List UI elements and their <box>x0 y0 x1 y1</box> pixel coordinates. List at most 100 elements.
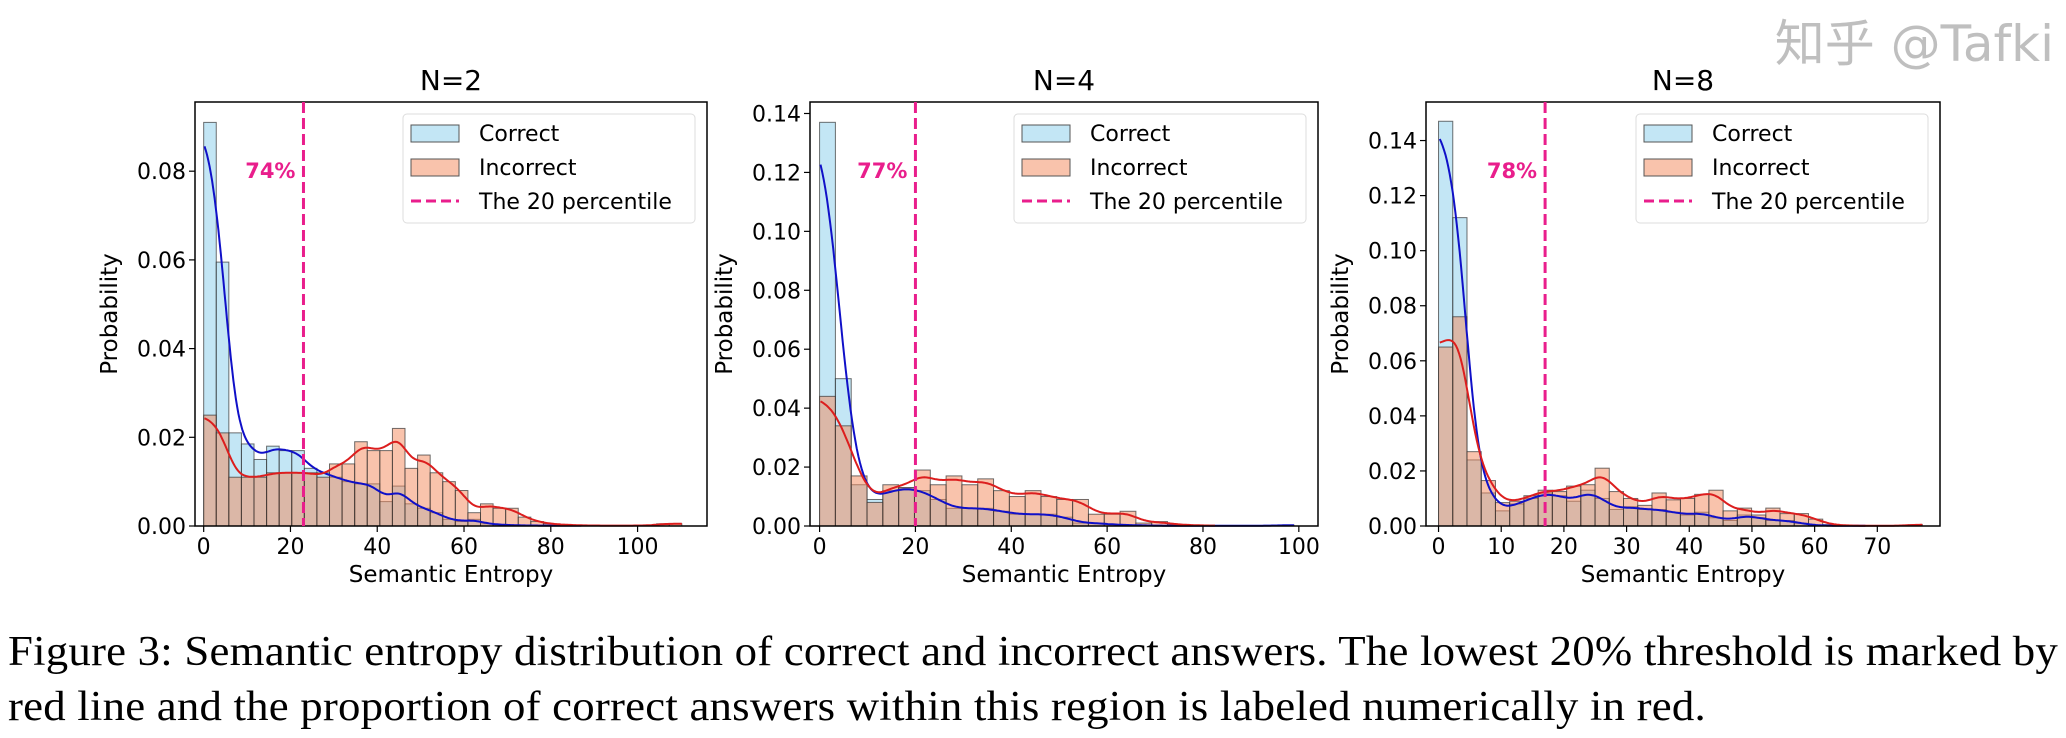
x-tick-label: 0 <box>813 535 827 560</box>
x-tick-label: 70 <box>1863 535 1891 560</box>
x-tick-label: 20 <box>276 535 304 560</box>
x-axis-label: Semantic Entropy <box>1581 562 1786 588</box>
x-tick-label: 100 <box>1278 535 1320 560</box>
bar-incorrect <box>977 478 995 527</box>
legend-swatch-correct <box>410 124 460 143</box>
bar-incorrect <box>1694 493 1710 527</box>
x-axis-label: Semantic Entropy <box>349 562 554 588</box>
bar-incorrect <box>228 476 242 527</box>
bar-incorrect <box>253 476 268 527</box>
bar-incorrect <box>945 475 963 527</box>
bar-incorrect <box>929 484 947 527</box>
percentile-label: 77% <box>857 159 907 183</box>
y-axis-label: Probability <box>97 253 123 375</box>
bar-incorrect <box>1056 498 1074 527</box>
x-tick-label: 40 <box>1675 535 1703 560</box>
legend-label-percentile: The 20 percentile <box>478 190 672 215</box>
bar-incorrect <box>1679 497 1696 527</box>
legend: Correct Incorrect The 20 percentile <box>402 113 696 224</box>
legend-swatch-correct <box>1643 124 1693 143</box>
chart-n2: 74% 0 20 40 60 80 100 0.00 0.02 0.04 0.06 0.08 Seman… <box>97 64 708 588</box>
y-tick-label: 0.12 <box>752 161 801 186</box>
bar-incorrect <box>1452 316 1468 527</box>
y-tick-label: 0.06 <box>752 338 801 363</box>
axes-frame <box>1425 101 1941 527</box>
bar-incorrect <box>429 472 444 527</box>
legend-label-percentile: The 20 percentile <box>1711 190 1905 215</box>
percentile-label: 74% <box>245 159 295 183</box>
x-tick-label: 60 <box>1093 535 1121 560</box>
kde-line-incorrect <box>820 400 1215 527</box>
legend: Correct Incorrect The 20 percentile <box>1635 113 1929 224</box>
bar-incorrect <box>303 472 318 527</box>
bar-incorrect <box>341 463 356 527</box>
bar-incorrect <box>329 463 343 527</box>
y-tick-label: 0.04 <box>752 397 801 422</box>
legend-box <box>402 113 696 224</box>
legend-box <box>1635 113 1929 224</box>
chart-n4: 77% 0 20 40 60 80 100 0.00 0.02 0.04 0.06 0.08 0.10 0… <box>712 64 1320 588</box>
chart-title: N=2 <box>420 64 482 97</box>
bar-incorrect <box>866 501 884 527</box>
x-tick-label: 80 <box>1189 535 1217 560</box>
y-tick-label: 0.00 <box>1368 515 1417 540</box>
caption-line-1: Figure 3: Semantic entropy distribution … <box>8 629 2058 675</box>
legend-swatch-incorrect <box>1021 158 1071 177</box>
bar-incorrect <box>1608 491 1625 527</box>
legend-swatch-incorrect <box>1643 158 1693 177</box>
y-axis-label: Probability <box>1328 253 1354 375</box>
axes-frame <box>809 101 1319 527</box>
x-tick-label: 20 <box>1550 535 1578 560</box>
bar-incorrect <box>316 476 331 527</box>
y-tick-label: 0.14 <box>1368 130 1417 155</box>
legend-label-percentile: The 20 percentile <box>1089 190 1283 215</box>
bar-incorrect <box>993 490 1010 527</box>
y-tick-label: 0.04 <box>1368 405 1417 430</box>
bar-incorrect <box>1566 485 1582 527</box>
y-tick-label: 0.10 <box>1368 240 1417 265</box>
legend-label-correct: Correct <box>479 122 560 147</box>
bar-incorrect <box>215 432 230 527</box>
y-tick-label: 0.02 <box>1368 460 1417 485</box>
x-tick-label: 60 <box>1801 535 1829 560</box>
caption-line-2: red line and the proportion of correct a… <box>8 684 1706 730</box>
x-tick-label: 0 <box>197 535 211 560</box>
kde-line-correct <box>1438 138 1866 527</box>
bar-incorrect <box>266 472 280 527</box>
x-tick-label: 80 <box>537 535 565 560</box>
y-tick-label: 0.12 <box>1368 185 1417 210</box>
bar-incorrect <box>1466 451 1482 527</box>
kde-line-incorrect <box>1439 339 1923 527</box>
y-tick-label: 0.06 <box>137 249 186 274</box>
x-tick-label: 10 <box>1487 535 1515 560</box>
bar-incorrect <box>1040 496 1058 527</box>
legend-label-correct: Correct <box>1090 122 1171 147</box>
y-tick-label: 0.08 <box>752 279 801 304</box>
bar-incorrect <box>1580 484 1596 527</box>
bar-incorrect <box>898 487 915 527</box>
bar-incorrect <box>850 475 868 527</box>
legend-label-correct: Correct <box>1712 122 1793 147</box>
x-tick-label: 40 <box>997 535 1025 560</box>
bar-incorrect <box>240 476 255 527</box>
bar-incorrect <box>1008 496 1026 527</box>
y-tick-label: 0.14 <box>752 102 801 127</box>
y-tick-label: 0.10 <box>752 220 801 245</box>
bar-incorrect <box>819 395 836 527</box>
x-tick-label: 40 <box>363 535 391 560</box>
chart-title: N=8 <box>1652 64 1714 97</box>
x-tick-label: 50 <box>1738 535 1766 560</box>
y-tick-label: 0.04 <box>137 338 186 363</box>
legend-swatch-incorrect <box>410 158 460 177</box>
percentile-label: 78% <box>1487 159 1537 183</box>
watermark: 知乎 @Tafki <box>1774 15 2054 73</box>
bar-incorrect <box>1623 497 1639 527</box>
y-tick-label: 0.02 <box>137 426 186 451</box>
x-tick-label: 100 <box>617 535 659 560</box>
bar-incorrect <box>203 414 217 527</box>
axes-frame <box>194 101 708 527</box>
bar-incorrect <box>278 472 293 527</box>
chart-title: N=4 <box>1033 64 1095 97</box>
y-axis-label: Probability <box>712 253 738 375</box>
